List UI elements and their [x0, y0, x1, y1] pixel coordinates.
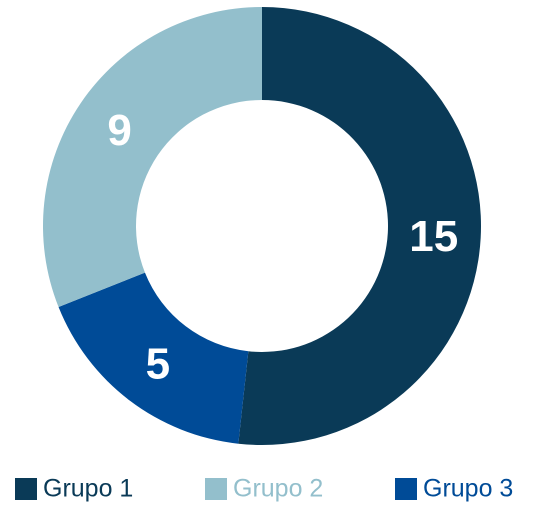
donut-segment: [43, 7, 263, 308]
legend-label: Grupo 3: [423, 475, 513, 503]
legend-swatch: [15, 478, 37, 500]
data-label: 5: [146, 340, 170, 389]
legend-label: Grupo 2: [233, 475, 323, 503]
data-label: 15: [409, 212, 458, 261]
data-label: 9: [107, 106, 131, 155]
donut-segment: [238, 7, 482, 445]
legend-swatch: [205, 478, 227, 500]
donut-segment: [58, 272, 249, 444]
legend-swatch: [395, 478, 417, 500]
legend-label: Grupo 1: [43, 475, 133, 503]
